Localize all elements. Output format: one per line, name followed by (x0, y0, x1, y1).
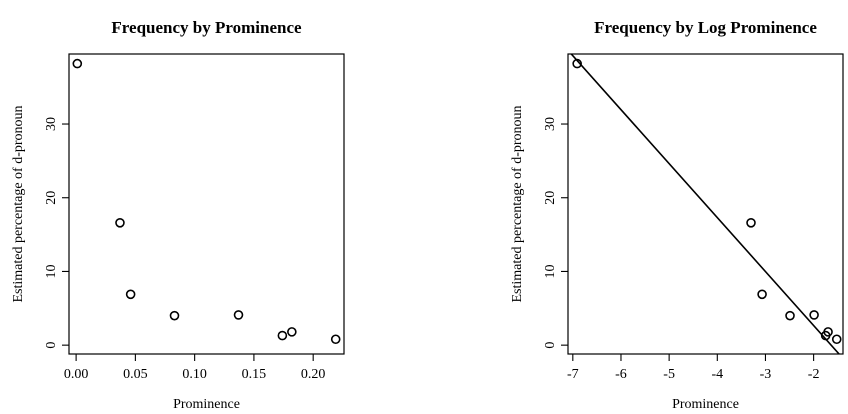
left-data-point (233, 310, 244, 320)
left-x-tick-label: 0.05 (123, 367, 148, 382)
right-panel: Frequency by Log Prominence -7 -6 -5 -4 -3 -2 0… (510, 18, 844, 412)
left-data-point (330, 334, 341, 345)
right-data-point (757, 289, 767, 300)
left-y-tick-label: 10 (44, 264, 59, 278)
right-data-point (809, 310, 819, 320)
right-x-tick-label: -2 (808, 367, 820, 382)
right-x-axis-label: Prominence (672, 397, 739, 412)
left-y-tick-label: 20 (44, 191, 59, 205)
left-y-tick-label: 30 (44, 117, 59, 131)
left-data-point (287, 327, 297, 337)
right-data-point (831, 334, 842, 345)
left-x-tick-label: 0.20 (301, 367, 326, 382)
left-x-axis-label: Prominence (173, 397, 240, 412)
left-x-tick-label: 0.10 (182, 367, 207, 382)
left-data-point (277, 330, 288, 341)
left-panel: Frequency by Prominence 0.00 0.05 0.10 0.15 0… (11, 18, 345, 412)
left-data-point (72, 58, 83, 69)
right-plot-frame (567, 53, 844, 355)
left-data-point (169, 310, 180, 321)
right-x-tick-label: -5 (663, 367, 675, 382)
right-x-tick-label: -6 (615, 367, 627, 382)
right-y-tick-label: 30 (543, 117, 558, 131)
right-chart-title: Frequency by Log Prominence (594, 18, 817, 37)
left-plot-frame (68, 53, 345, 355)
right-x-tick-label: -3 (760, 367, 772, 382)
right-x-tick-label: -7 (567, 367, 579, 382)
right-x-tick-label: -4 (711, 367, 723, 382)
right-data-point (785, 310, 795, 321)
left-chart-title: Frequency by Prominence (111, 18, 302, 37)
left-x-tick-label: 0.15 (242, 367, 267, 382)
left-data-point (125, 289, 136, 300)
left-x-tick-label: 0.00 (64, 367, 89, 382)
left-y-tick-label: 0 (44, 342, 59, 349)
left-data-point (115, 217, 125, 228)
right-y-tick-label: 20 (543, 191, 558, 205)
right-y-tick-label: 10 (543, 264, 558, 278)
right-data-point (823, 327, 833, 337)
right-data-point (572, 58, 582, 69)
right-data-point (746, 217, 756, 228)
left-y-axis-label: Estimated percentage of d-pronoun (11, 105, 26, 302)
right-y-axis-label: Estimated percentage of d-pronoun (510, 105, 525, 302)
right-y-tick-label: 0 (543, 342, 558, 349)
right-regression-line (570, 54, 841, 354)
